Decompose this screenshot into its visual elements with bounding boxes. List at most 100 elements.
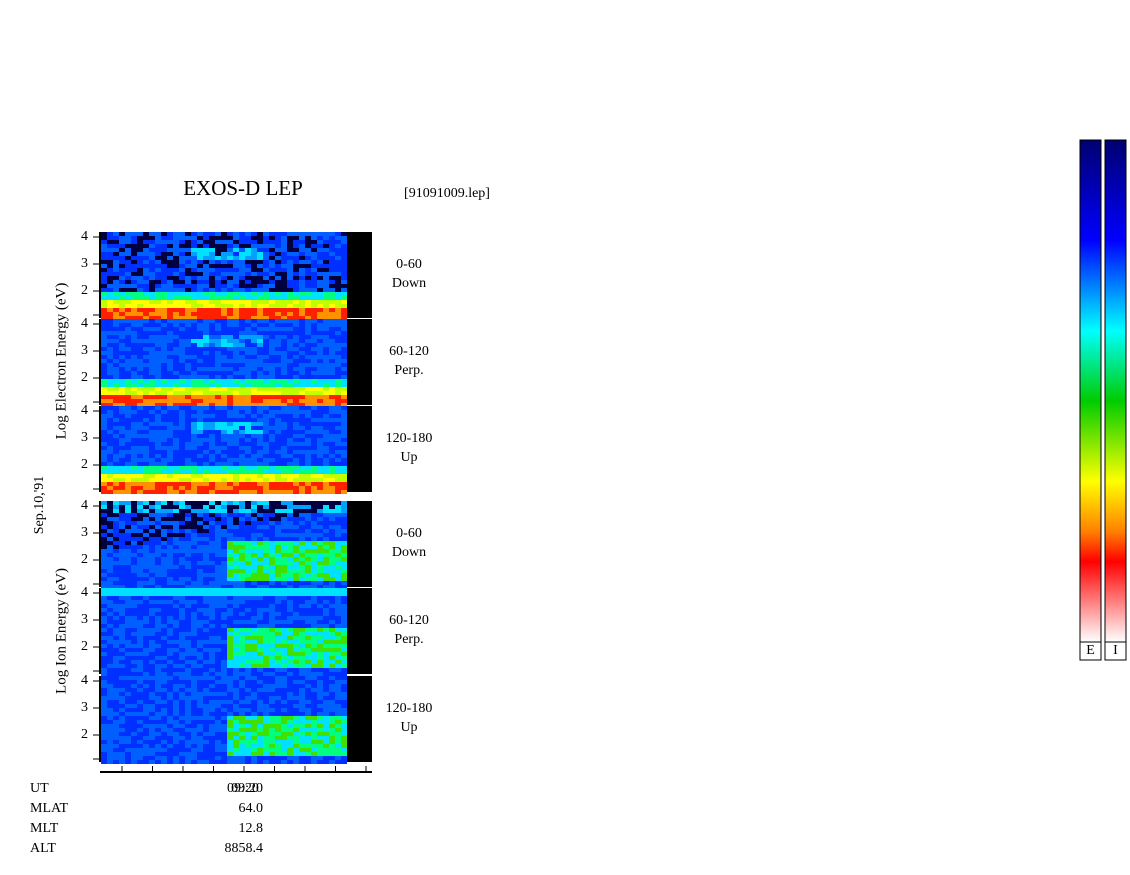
spectrogram-cell <box>137 466 143 470</box>
spectrogram-cell <box>341 517 347 521</box>
spectrogram-cell <box>209 585 215 589</box>
spectrogram-cell <box>203 308 209 312</box>
spectrogram-cell <box>173 652 179 656</box>
spectrogram-cell <box>233 501 239 505</box>
spectrogram-cell <box>305 331 311 335</box>
spectrogram-cell <box>239 648 245 652</box>
spectrogram-cell <box>143 308 149 312</box>
spectrogram-cell <box>221 418 227 422</box>
spectrogram-cell <box>257 276 263 280</box>
spectrogram-cell <box>107 676 113 680</box>
spectrogram-cell <box>197 620 203 624</box>
spectrogram-cell <box>203 680 209 684</box>
spectrogram-cell <box>293 355 299 359</box>
spectrogram-cell <box>305 608 311 612</box>
spectrogram-cell <box>173 335 179 339</box>
spectrogram-cell <box>119 577 125 581</box>
spectrogram-cell <box>155 505 161 509</box>
spectrogram-cell <box>293 632 299 636</box>
spectrogram-cell <box>209 660 215 664</box>
spectrogram-cell <box>305 260 311 264</box>
spectrogram-cell <box>191 383 197 387</box>
spectrogram-cell <box>203 668 209 672</box>
spectrogram-cell <box>209 399 215 403</box>
spectrogram-cell <box>329 434 335 438</box>
spectrogram-cell <box>155 684 161 688</box>
spectrogram-cell <box>227 308 233 312</box>
spectrogram-cell <box>275 280 281 284</box>
spectrogram-cell <box>305 264 311 268</box>
spectrogram-cell <box>155 351 161 355</box>
spectrogram-cell <box>323 438 329 442</box>
spectrogram-cell <box>215 288 221 292</box>
spectrogram-cell <box>335 652 341 656</box>
spectrogram-cell <box>275 446 281 450</box>
spectrogram-cell <box>185 422 191 426</box>
spectrogram-cell <box>101 292 107 296</box>
spectrogram-cell <box>317 569 323 573</box>
spectrogram-cell <box>113 482 119 486</box>
spectrogram-cell <box>161 367 167 371</box>
spectrogram-cell <box>251 355 257 359</box>
spectrogram-cell <box>161 462 167 466</box>
spectrogram-cell <box>269 565 275 569</box>
spectrogram-cell <box>185 620 191 624</box>
spectrogram-cell <box>317 648 323 652</box>
spectrogram-cell <box>197 529 203 533</box>
spectrogram-cell <box>245 517 251 521</box>
spectrogram-cell <box>311 446 317 450</box>
spectrogram-cell <box>287 375 293 379</box>
spectrogram-cell <box>119 505 125 509</box>
spectrogram-cell <box>323 284 329 288</box>
spectrogram-cell <box>125 240 131 244</box>
spectrogram-cell <box>251 688 257 692</box>
spectrogram-cell <box>173 632 179 636</box>
spectrogram-cell <box>305 450 311 454</box>
spectrogram-cell <box>299 256 305 260</box>
spectrogram-cell <box>143 585 149 589</box>
spectrogram-cell <box>335 545 341 549</box>
spectrogram-cell <box>167 612 173 616</box>
spectrogram-cell <box>137 264 143 268</box>
spectrogram-cell <box>221 391 227 395</box>
spectrogram-cell <box>299 704 305 708</box>
spectrogram-cell <box>263 260 269 264</box>
spectrogram-cell <box>173 450 179 454</box>
spectrogram-cell <box>323 537 329 541</box>
spectrogram-cell <box>323 355 329 359</box>
spectrogram-cell <box>305 240 311 244</box>
spectrogram-cell <box>161 588 167 592</box>
spectrogram-cell <box>203 399 209 403</box>
spectrogram-cell <box>323 529 329 533</box>
spectrogram-cell <box>149 632 155 636</box>
spectrogram-cell <box>131 624 137 628</box>
spectrogram-cell <box>311 509 317 513</box>
spectrogram-cell <box>131 244 137 248</box>
spectrogram-cell <box>215 323 221 327</box>
spectrogram-cell <box>185 391 191 395</box>
spectrogram-cell <box>209 525 215 529</box>
spectrogram-cell <box>143 482 149 486</box>
spectrogram-cell <box>329 406 335 410</box>
spectrogram-cell <box>107 240 113 244</box>
spectrogram-cell <box>125 557 131 561</box>
spectrogram-cell <box>197 549 203 553</box>
spectrogram-cell <box>155 260 161 264</box>
spectrogram-cell <box>227 529 233 533</box>
spectrogram-cell <box>119 688 125 692</box>
spectrogram-cell <box>275 712 281 716</box>
spectrogram-cell <box>131 549 137 553</box>
spectrogram-cell <box>197 442 203 446</box>
spectrogram-cell <box>113 545 119 549</box>
spectrogram-cell <box>113 304 119 308</box>
spectrogram-cell <box>203 596 209 600</box>
spectrogram-cell <box>293 276 299 280</box>
spectrogram-cell <box>113 660 119 664</box>
spectrogram-cell <box>305 612 311 616</box>
spectrogram-cell <box>203 264 209 268</box>
spectrogram-cell <box>101 458 107 462</box>
spectrogram-cell <box>173 244 179 248</box>
spectrogram-cell <box>329 692 335 696</box>
spectrogram-cell <box>137 585 143 589</box>
spectrogram-cell <box>191 379 197 383</box>
